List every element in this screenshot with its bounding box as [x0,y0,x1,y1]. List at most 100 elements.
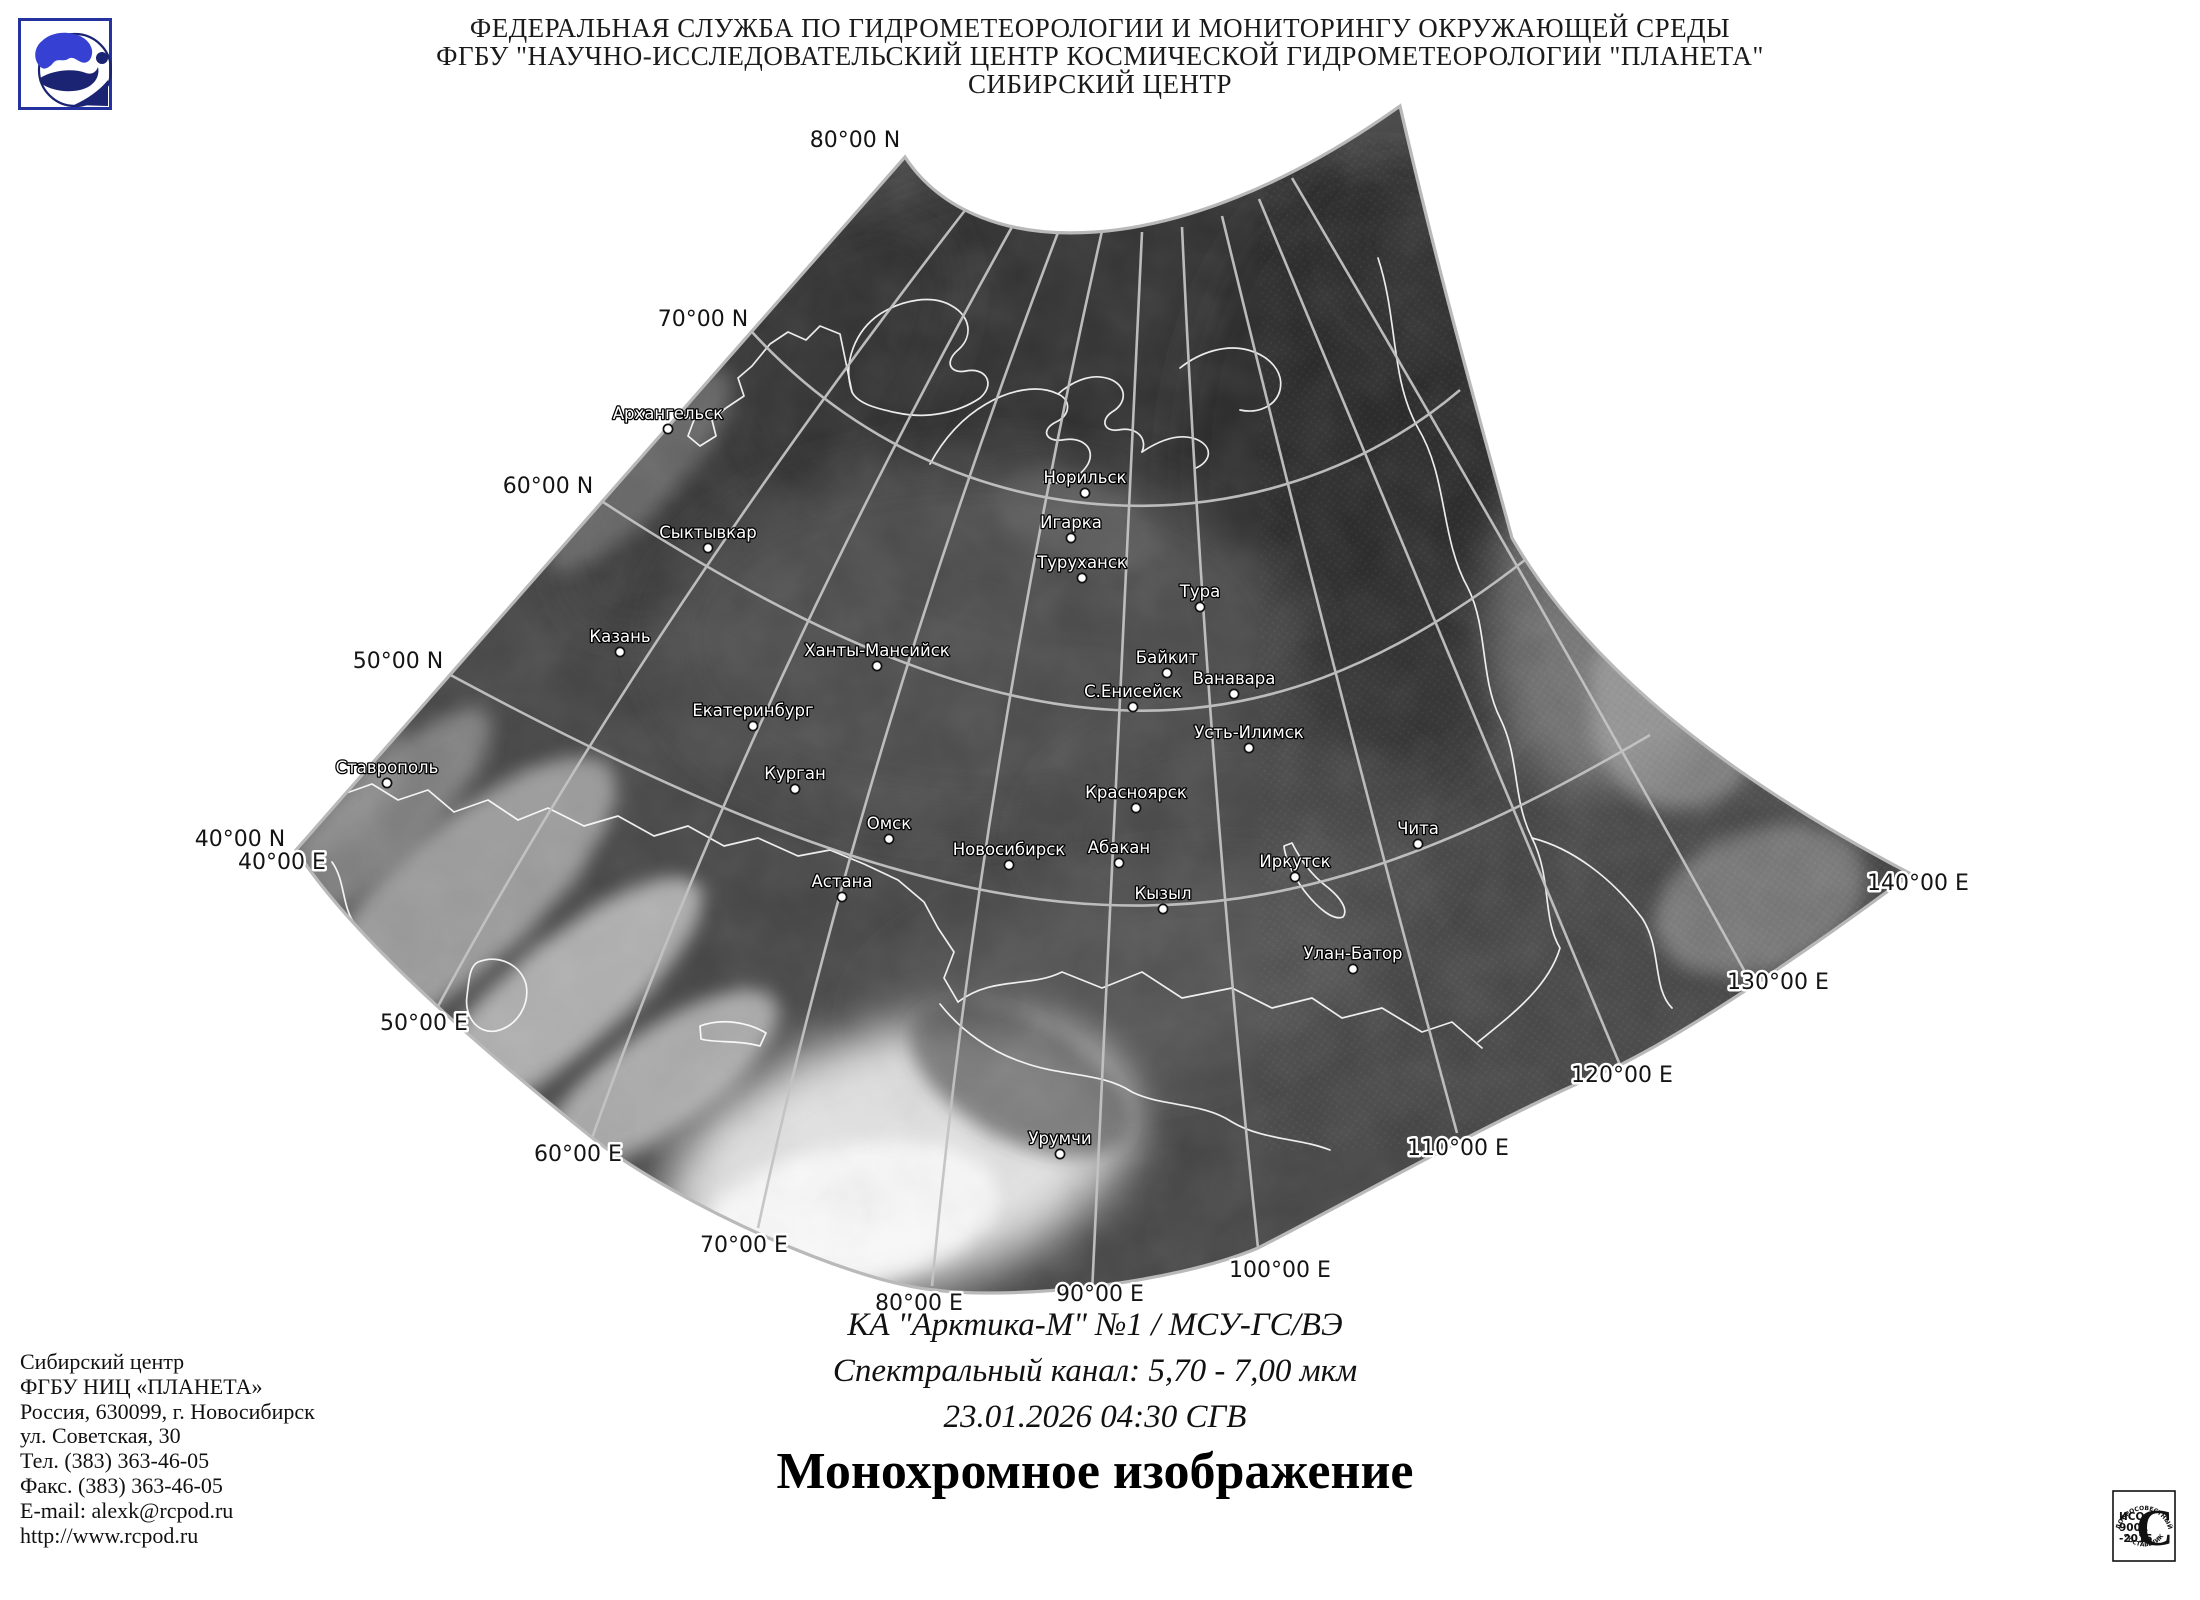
city-marker [1113,857,1125,869]
city: Сыктывкар [658,522,758,554]
iso-line3: -2015 [2119,1533,2153,1545]
city: Красноярск [1084,782,1188,814]
city-label: Игарка [1040,513,1102,532]
acquisition-datetime: 23.01.2026 04:30 СГВ [943,1399,1247,1435]
city-label: Ставрополь [336,758,439,777]
satellite-imagery [296,106,1911,1294]
grid-label: 90°00 E [1056,1282,1144,1307]
city: Туруханск [1035,552,1128,584]
iso-badge: C ИСО 9001 -2015 ДОБРОСОВЕСТНЫЙ ПОСТАВЩИ… [2112,1490,2176,1562]
halftone-overlay [1260,140,1911,1150]
contact-line: ФГБУ НИЦ «ПЛАНЕТА» [20,1373,263,1399]
city-marker [1243,742,1255,754]
city-marker [1054,1148,1066,1160]
city-marker [702,542,714,554]
city: Урумчи [1027,1128,1093,1160]
city-marker [614,646,626,658]
city-marker [1130,802,1142,814]
city: Улан-Батор [1302,943,1404,975]
wave-icon [39,67,99,92]
city-marker [1127,701,1139,713]
city-marker [1157,903,1169,915]
grid-label: 80°00 N [810,128,900,153]
planeta-logo [18,18,112,110]
city-label: Чита [1397,819,1439,838]
city: Ханты-Мансийск [803,640,951,672]
city-label: Улан-Батор [1303,944,1402,963]
city: Игарка [1039,512,1103,544]
grid-label: 120°00 E [1571,1063,1673,1088]
header-line3: СИБИРСКИЙ ЦЕНТР [967,69,1233,99]
grid-label: 60°00 E [534,1142,622,1167]
city-marker [1065,532,1077,544]
city-label: Курган [764,764,826,783]
city: Абакан [1086,837,1152,869]
city-marker [871,660,883,672]
city: Ванавара [1191,668,1277,700]
city: Архангельск [611,403,725,435]
city-layer: Архангельск Сыктывкар Казань Норильск Игарка… [334,403,1440,1160]
city-marker [836,891,848,903]
city-label: Туруханск [1036,553,1127,572]
graticule [435,177,1757,1294]
city-label: Сыктывкар [659,523,756,542]
city-marker [789,783,801,795]
contact-line: Тел. (383) 363-46-05 [20,1448,210,1474]
grid-label: 140°00 E [1867,871,1969,896]
grid-label: 130°00 E [1727,970,1829,995]
city-marker [883,833,895,845]
city-label: Урумчи [1028,1129,1091,1148]
grid-label: 50°00 E [380,1011,468,1036]
grid-label: 40°00 N [195,827,285,852]
contact-line: E-mail: alexk@rcpod.ru [20,1497,234,1523]
satellite-name: КА "Арктика-М" №1 / МСУ-ГС/ВЭ [847,1307,1343,1343]
city-marker [1289,871,1301,883]
city: Новосибирск [951,839,1067,871]
grid-label: 40°00 E [238,850,326,875]
grid-label: 80°00 E [875,1291,963,1316]
city: С.Енисейск [1083,681,1183,713]
iso-badge-frame [2112,1490,2176,1562]
grid-label: 60°00 N [503,474,593,499]
city-label: Абакан [1088,838,1150,857]
grid-label: 50°00 N [353,649,443,674]
city: Норильск [1042,467,1128,499]
contact-line: Сибирский центр [20,1349,185,1374]
iso-line1: ИСО [2119,1511,2144,1523]
iso-line2: 9001 [2119,1522,2148,1534]
city-marker [381,777,393,789]
city-label: Байкит [1136,648,1199,667]
city-marker [662,423,674,435]
city: Астана [810,871,874,903]
grid-label: 100°00 E [1229,1258,1331,1283]
city: Курган [763,763,827,795]
city-label: Норильск [1043,468,1126,487]
product-title: Монохромное изображение [776,1443,1414,1500]
city-label: Екатеринбург [692,701,813,720]
city-label: Астана [812,872,873,891]
contact-line: Россия, 630099, г. Новосибирск [20,1398,315,1424]
city-marker [1161,667,1173,679]
grid-label: 110°00 E [1407,1136,1509,1161]
city-marker [1194,601,1206,613]
city: Усть-Илимск [1193,722,1305,754]
header: ФЕДЕРАЛЬНАЯ СЛУЖБА ПО ГИДРОМЕТЕОРОЛОГИИ … [0,14,2200,98]
city-label: Красноярск [1085,783,1187,802]
iso-letter: C [2136,1500,2174,1557]
city: Казань [588,626,652,658]
city: Иркутск [1258,851,1332,883]
city-label: С.Енисейск [1084,682,1182,701]
spectral-channel: Спектральный канал: 5,70 - 7,00 мкм [832,1353,1358,1389]
fan-outline [294,103,1914,1295]
city: Байкит [1134,647,1200,679]
satellite-dot-icon [96,52,108,64]
contact-block: Сибирский центр ФГБУ НИЦ «ПЛАНЕТА» Россия,… [20,1349,315,1548]
city-marker [747,720,759,732]
contact-line: http://www.rcpod.ru [20,1522,199,1548]
cloud-globe-icon [35,32,93,69]
grid-labels: 80°00 N 70°00 N 60°00 N 50°00 N 40°00 N40°00… [192,126,1971,1319]
city-marker [1079,487,1091,499]
city-label: Архангельск [613,404,724,423]
city-marker [1412,838,1424,850]
